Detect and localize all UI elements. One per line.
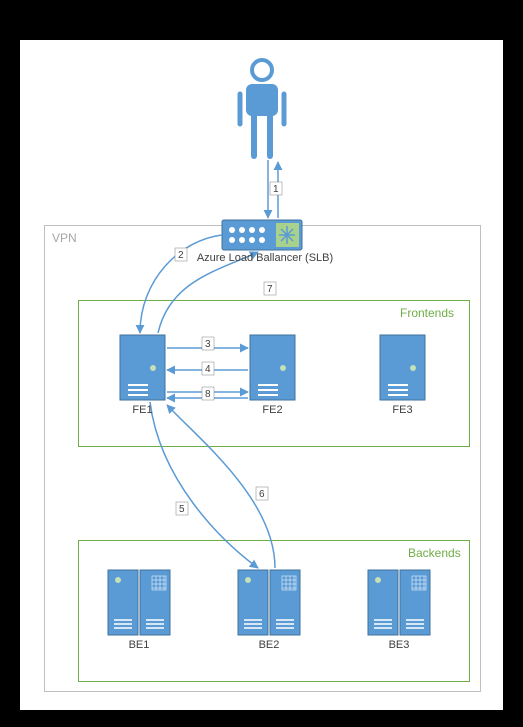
fe1-label: FE1 [120,404,165,416]
frontends-container [78,300,470,447]
vpn-label: VPN [52,231,77,245]
backends-label: Backends [408,546,461,560]
be3-label: BE3 [368,639,430,651]
lb-label: Azure Load Ballancer (SLB) [190,252,340,264]
be2-label: BE2 [238,639,300,651]
be1-label: BE1 [108,639,170,651]
fe2-label: FE2 [250,404,295,416]
fe3-label: FE3 [380,404,425,416]
frontends-label: Frontends [400,306,454,320]
diagram-canvas: VPN Frontends Backends [0,0,523,727]
backends-container [78,540,470,682]
